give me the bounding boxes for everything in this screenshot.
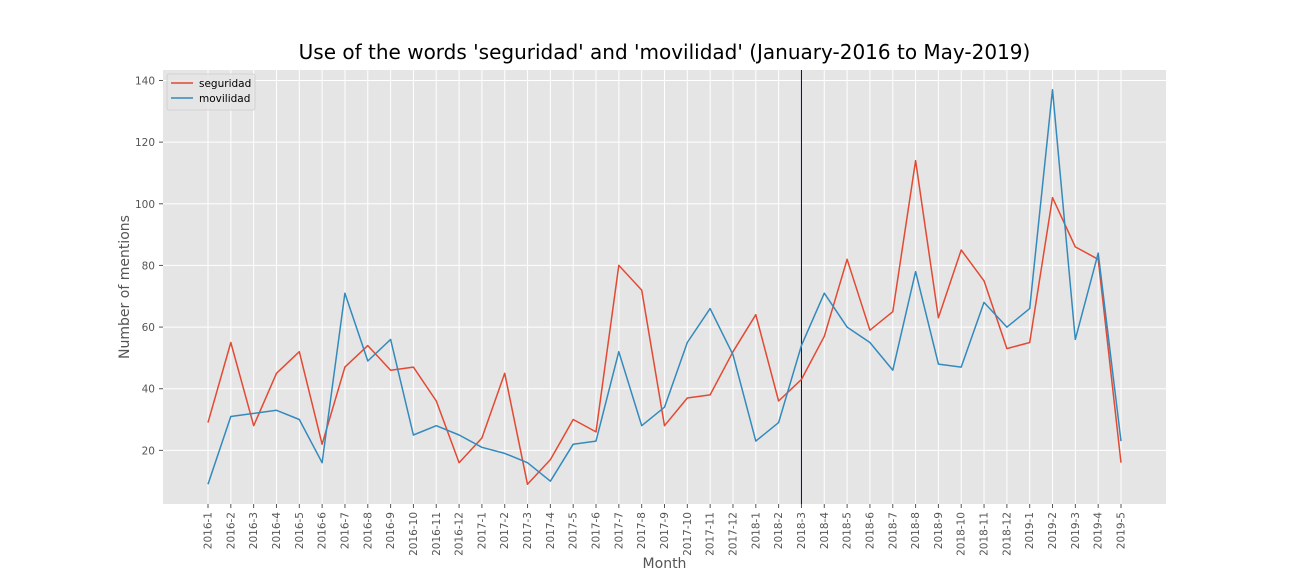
legend-label-seguridad: seguridad: [199, 78, 251, 90]
y-tick-label: 80: [142, 260, 155, 272]
x-tick-label: 2018-12: [1001, 512, 1013, 556]
y-tick-label: 40: [142, 384, 155, 396]
x-tick-label: 2018-8: [910, 512, 922, 549]
x-tick-label: 2016-11: [431, 512, 443, 556]
x-tick-label: 2017-9: [659, 512, 671, 549]
grid: [163, 70, 1166, 504]
x-tick-label: 2018-9: [933, 512, 945, 549]
series-layer: [207, 88, 1122, 486]
x-tick-label: 2017-11: [705, 512, 717, 556]
y-tick-label: 120: [135, 137, 155, 149]
y-axis-ticks: 20 40 60 80 100 120 140: [135, 75, 163, 457]
y-tick-label: 20: [142, 445, 155, 457]
y-tick-label: 100: [135, 199, 155, 211]
x-tick-label: 2016-3: [248, 512, 260, 549]
x-axis-label: Month: [643, 556, 687, 572]
x-tick-label: 2018-4: [819, 512, 831, 550]
x-tick-label: 2017-4: [545, 512, 557, 550]
x-tick-label: 2016-1: [203, 512, 215, 549]
x-tick-label: 2018-7: [887, 512, 899, 549]
x-tick-label: 2016-10: [408, 512, 420, 556]
x-tick-label: 2017-5: [568, 512, 580, 549]
x-tick-label: 2018-11: [979, 512, 991, 556]
x-tick-label: 2017-1: [476, 512, 488, 549]
x-tick-label: 2017-10: [682, 512, 694, 556]
x-tick-label: 2019-2: [1047, 512, 1059, 549]
x-tick-label: 2017-2: [499, 512, 511, 549]
x-tick-label: 2016-6: [317, 512, 329, 550]
x-tick-label: 2018-10: [956, 512, 968, 556]
x-tick-label: 2018-6: [864, 512, 876, 550]
y-tick-label: 140: [135, 75, 155, 87]
x-tick-label: 2019-1: [1024, 512, 1036, 549]
x-tick-label: 2019-3: [1070, 512, 1082, 549]
y-axis-label: Number of mentions: [117, 215, 133, 359]
x-tick-label: 2017-7: [613, 512, 625, 549]
x-tick-label: 2018-1: [750, 512, 762, 549]
x-tick-label: 2016-2: [225, 512, 237, 549]
x-tick-label: 2018-3: [796, 512, 808, 549]
x-tick-label: 2016-12: [454, 512, 466, 556]
series-line-seguridad: [207, 159, 1122, 486]
y-tick-label: 60: [142, 322, 155, 334]
x-axis-ticks: 2016-1 2016-2 2016-3 2016-4 2016-5 2016-6 2016…: [203, 504, 1128, 556]
x-tick-label: 2017-3: [522, 512, 534, 549]
legend: seguridad movilidad: [166, 73, 256, 111]
x-tick-label: 2019-4: [1093, 512, 1105, 550]
x-tick-label: 2017-6: [591, 512, 603, 550]
x-tick-label: 2016-9: [385, 512, 397, 549]
x-tick-label: 2019-5: [1116, 512, 1128, 549]
x-tick-label: 2018-2: [773, 512, 785, 549]
x-tick-label: 2018-5: [842, 512, 854, 549]
chart-title: Use of the words 'seguridad' and 'movili…: [299, 40, 1031, 64]
x-tick-label: 2016-4: [271, 512, 283, 550]
x-tick-label: 2017-8: [636, 512, 648, 549]
x-tick-label: 2017-12: [727, 512, 739, 556]
x-tick-label: 2016-8: [362, 512, 374, 549]
series-line-movilidad: [207, 88, 1122, 485]
x-tick-label: 2016-5: [294, 512, 306, 549]
legend-label-movilidad: movilidad: [199, 93, 250, 105]
x-tick-label: 2016-7: [339, 512, 351, 549]
